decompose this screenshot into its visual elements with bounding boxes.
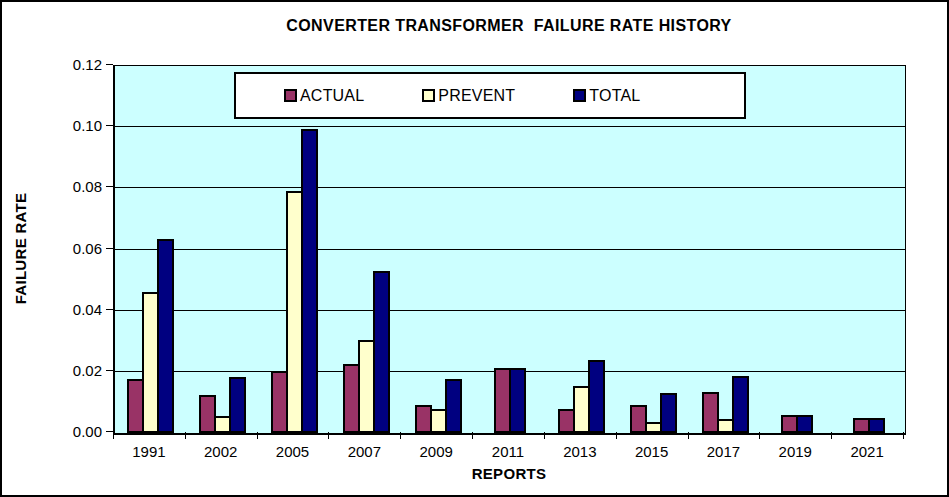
x-tick-mark xyxy=(903,432,904,439)
bar-group-2013 xyxy=(546,66,618,433)
legend-label-prevent: PREVENT xyxy=(438,87,515,105)
x-axis-tick-labels: 1991200220052007200920112013201520172019… xyxy=(113,443,905,461)
bar-total-2013 xyxy=(588,360,605,433)
bar-group-2002 xyxy=(187,66,259,433)
bar-group-2011 xyxy=(474,66,546,433)
legend-marker-total-icon xyxy=(573,89,586,102)
bar-total-2021 xyxy=(868,418,885,433)
x-axis-title: REPORTS xyxy=(113,465,905,482)
bar-total-2005 xyxy=(301,129,318,433)
bar-total-2015 xyxy=(660,393,677,433)
bar-group-2017 xyxy=(690,66,762,433)
x-tick-label-2002: 2002 xyxy=(185,443,257,460)
bar-total-2017 xyxy=(732,376,749,433)
plot-area xyxy=(113,65,906,435)
bar-group-2015 xyxy=(618,66,690,433)
bar-total-2002 xyxy=(229,377,246,433)
y-tick-mark xyxy=(106,248,113,249)
y-axis-title: FAILURE RATE xyxy=(10,65,32,432)
x-tick-mark xyxy=(759,432,760,439)
bar-group-2005 xyxy=(259,66,331,433)
x-tick-mark xyxy=(616,432,617,439)
bar-total-2009 xyxy=(445,379,462,433)
x-tick-label-2011: 2011 xyxy=(472,443,544,460)
x-tick-mark xyxy=(544,432,545,439)
x-tick-label-2015: 2015 xyxy=(616,443,688,460)
y-tick-mark xyxy=(106,431,113,432)
x-tick-label-1991: 1991 xyxy=(113,443,185,460)
x-tick-label-2013: 2013 xyxy=(544,443,616,460)
legend-item-prevent: PREVENT xyxy=(422,87,515,105)
x-tick-mark xyxy=(257,432,258,439)
legend-item-total: TOTAL xyxy=(573,87,640,105)
chart-title: CONVERTER TRANSFORMER FAILURE RATE HISTO… xyxy=(113,17,905,35)
y-tick-mark xyxy=(106,125,113,126)
x-tick-mark xyxy=(831,432,832,439)
bar-group-2009 xyxy=(402,66,474,433)
y-axis-tick-marks xyxy=(51,65,113,432)
bar-group-1991 xyxy=(115,66,187,433)
bar-group-2019 xyxy=(761,66,833,433)
x-tick-mark xyxy=(472,432,473,439)
y-axis-title-text: FAILURE RATE xyxy=(13,193,30,305)
x-tick-label-2009: 2009 xyxy=(400,443,472,460)
bar-group-2007 xyxy=(330,66,402,433)
x-tick-mark xyxy=(113,432,114,439)
legend: ACTUAL PREVENT TOTAL xyxy=(234,72,746,119)
x-tick-mark xyxy=(328,432,329,439)
chart-frame: CONVERTER TRANSFORMER FAILURE RATE HISTO… xyxy=(0,0,949,497)
bar-total-1991 xyxy=(157,239,174,433)
x-tick-mark xyxy=(185,432,186,439)
x-tick-label-2019: 2019 xyxy=(759,443,831,460)
x-tick-label-2021: 2021 xyxy=(831,443,903,460)
legend-marker-prevent-icon xyxy=(422,89,435,102)
y-tick-mark xyxy=(106,186,113,187)
y-tick-mark xyxy=(106,370,113,371)
x-axis-tick-marks xyxy=(113,432,905,439)
bar-total-2011 xyxy=(509,368,526,433)
bar-group-2021 xyxy=(833,66,905,433)
y-tick-mark xyxy=(106,64,113,65)
x-tick-label-2007: 2007 xyxy=(328,443,400,460)
x-tick-mark xyxy=(400,432,401,439)
legend-label-actual: ACTUAL xyxy=(300,87,364,105)
bar-total-2019 xyxy=(796,415,813,433)
legend-label-total: TOTAL xyxy=(589,87,640,105)
legend-marker-actual-icon xyxy=(284,89,297,102)
legend-item-actual: ACTUAL xyxy=(284,87,364,105)
x-tick-mark xyxy=(688,432,689,439)
bar-total-2007 xyxy=(373,271,390,433)
x-tick-label-2005: 2005 xyxy=(257,443,329,460)
x-tick-label-2017: 2017 xyxy=(688,443,760,460)
y-tick-mark xyxy=(106,309,113,310)
